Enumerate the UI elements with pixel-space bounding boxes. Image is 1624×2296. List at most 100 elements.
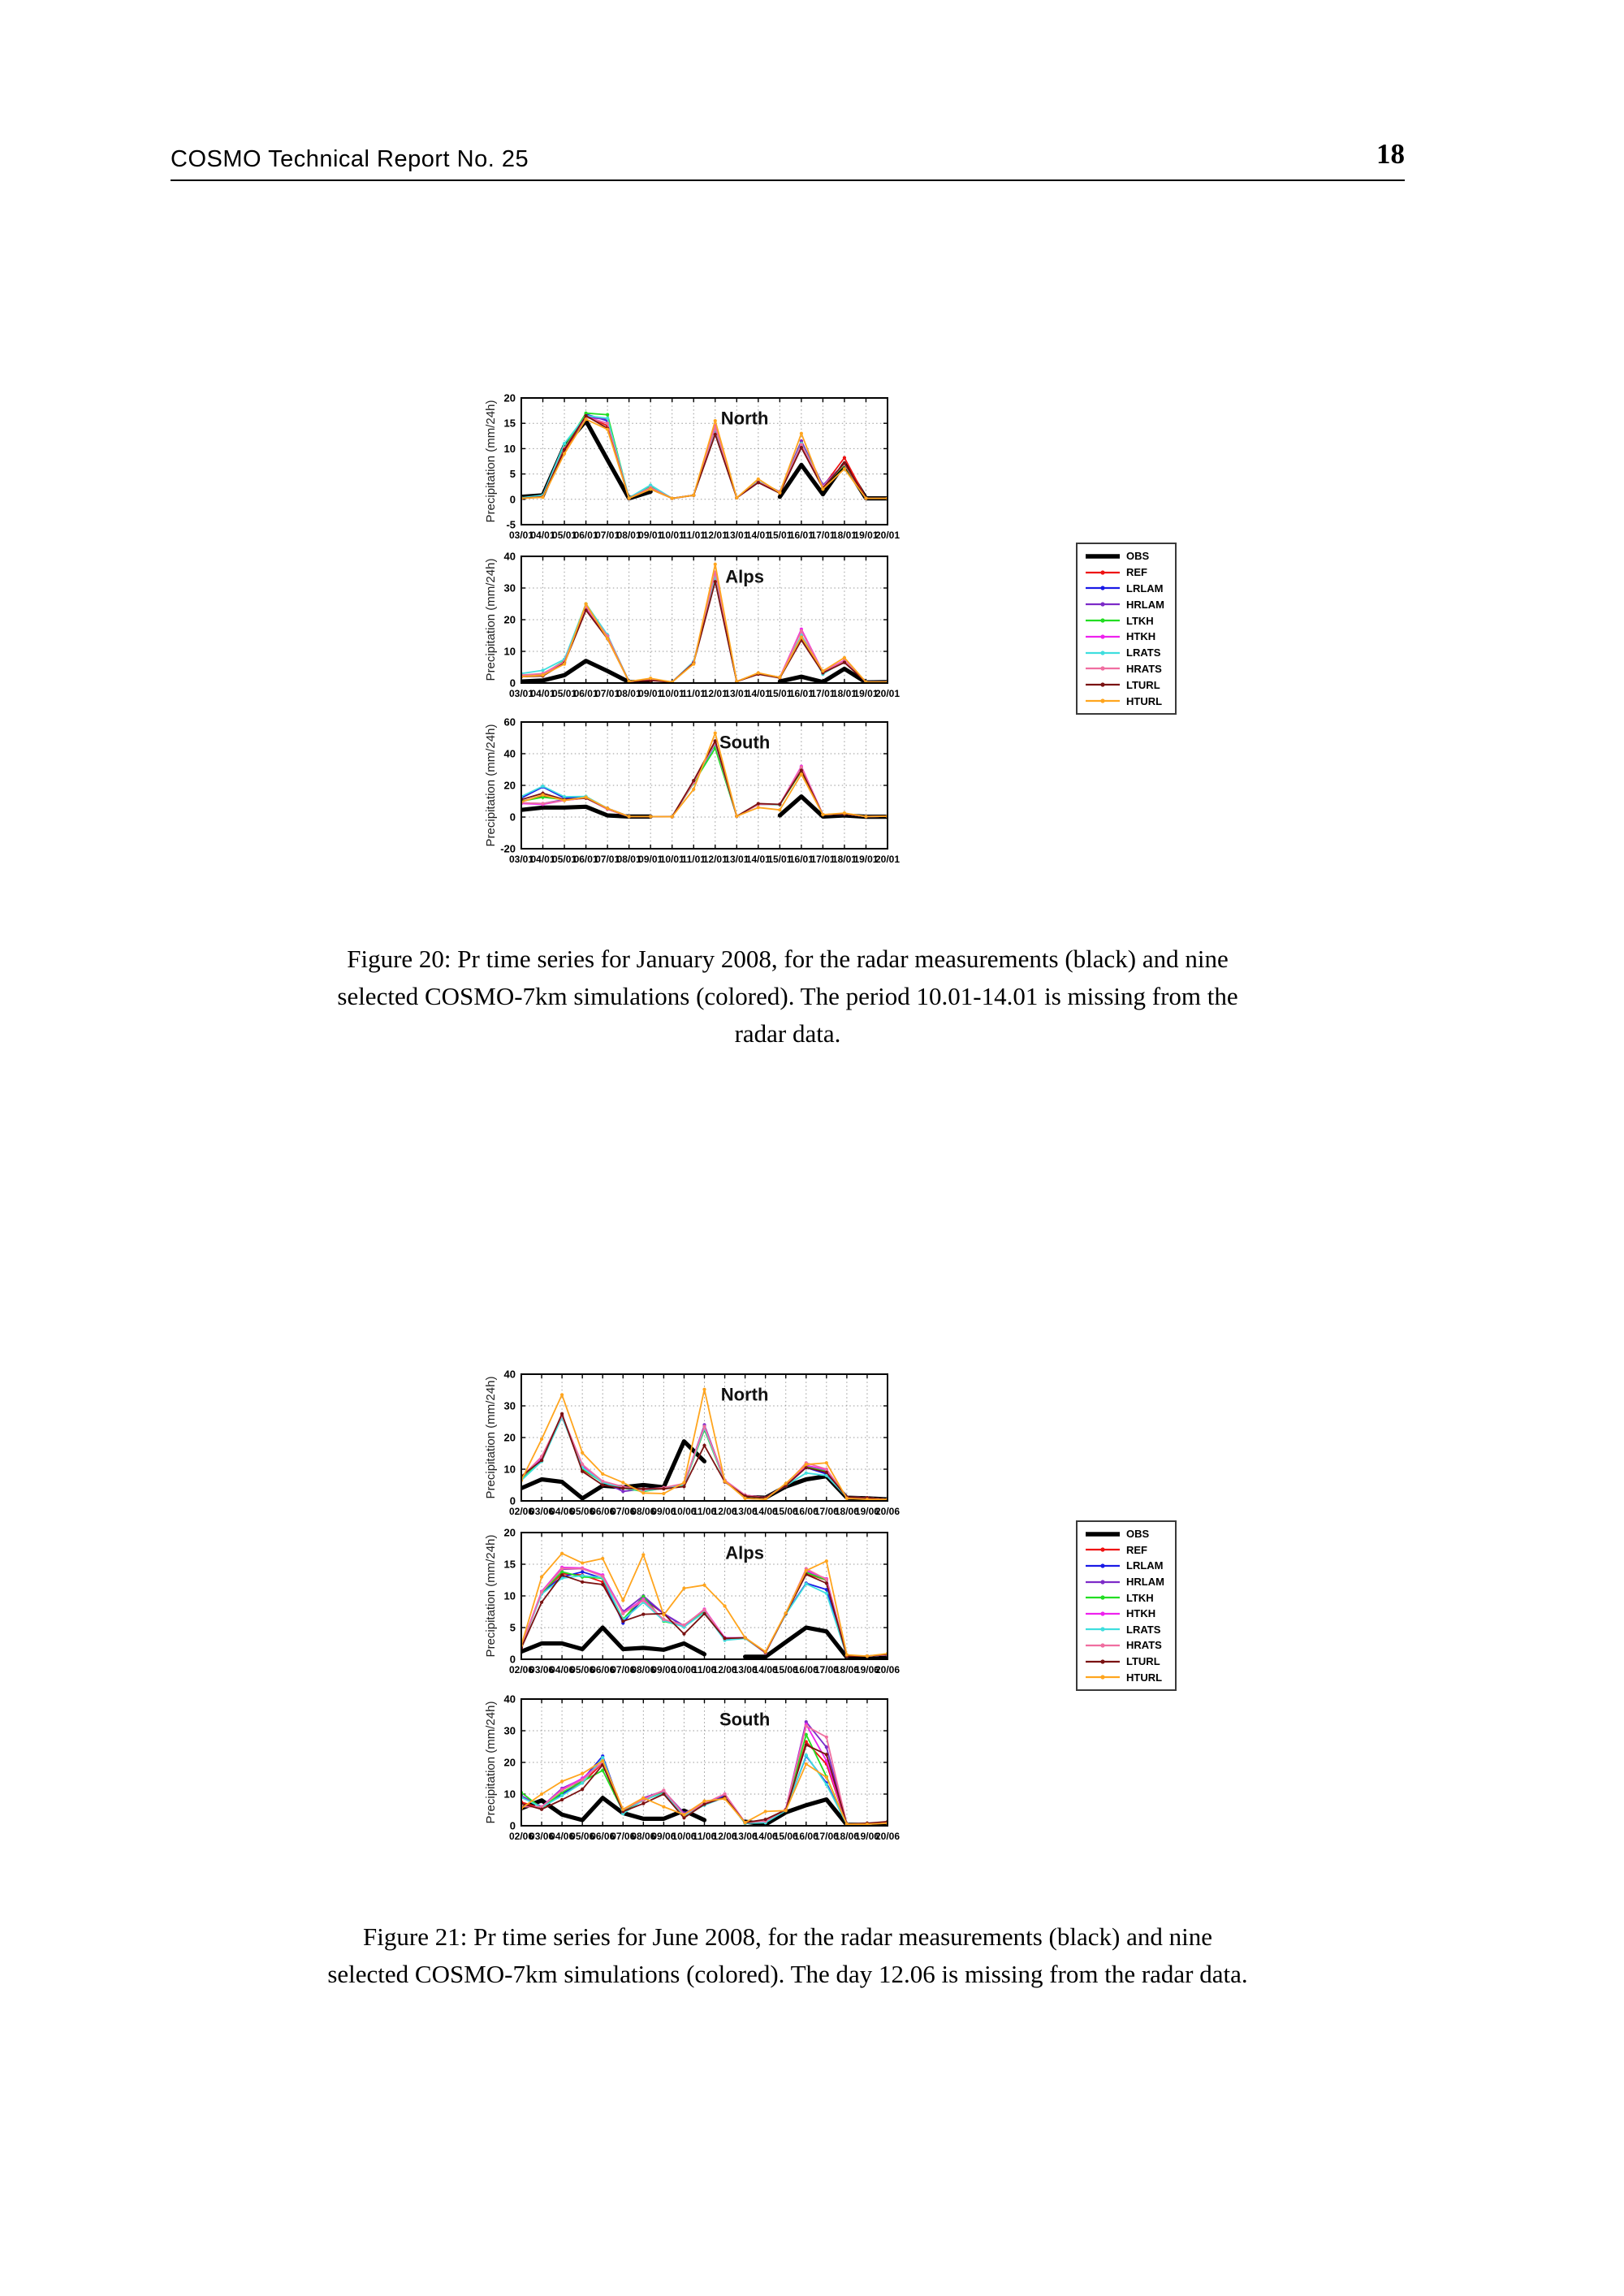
x-tick-labels: 03/0104/0105/0106/0107/0108/0109/0110/01… xyxy=(509,854,900,865)
svg-text:03/06: 03/06 xyxy=(529,1664,554,1676)
svg-text:17/01: 17/01 xyxy=(810,688,835,699)
x-tick-labels: 03/0104/0105/0106/0107/0108/0109/0110/01… xyxy=(509,530,900,541)
legend-line-sample-lrlam xyxy=(1086,1563,1120,1568)
svg-text:08/06: 08/06 xyxy=(631,1506,655,1517)
svg-text:20/06: 20/06 xyxy=(875,1506,900,1517)
svg-text:17/01: 17/01 xyxy=(810,530,835,541)
svg-text:09/01: 09/01 xyxy=(638,854,663,865)
svg-text:07/06: 07/06 xyxy=(611,1664,635,1676)
svg-text:16/01: 16/01 xyxy=(789,688,814,699)
y-axis-label: Precipitation (mm/24h) xyxy=(484,559,498,681)
svg-text:10: 10 xyxy=(504,646,516,658)
series-group xyxy=(521,731,888,819)
svg-text:0: 0 xyxy=(510,1820,516,1832)
legend-entry-ltkh: LTKH xyxy=(1084,1590,1173,1606)
legend-line-sample-ltkh xyxy=(1086,618,1120,623)
plot-frame xyxy=(520,397,888,525)
svg-text:09/06: 09/06 xyxy=(651,1664,676,1676)
svg-text:20: 20 xyxy=(504,614,516,626)
plot-frame xyxy=(520,1698,888,1827)
svg-text:05/06: 05/06 xyxy=(570,1664,594,1676)
svg-text:08/06: 08/06 xyxy=(631,1664,655,1676)
legend-entry-hturl: HTURL xyxy=(1084,1670,1173,1685)
legend-entry-lturl: LTURL xyxy=(1084,677,1173,693)
legend-entry-hrats: HRATS xyxy=(1084,661,1173,677)
svg-text:10: 10 xyxy=(504,1788,516,1801)
svg-text:18/06: 18/06 xyxy=(835,1664,859,1676)
svg-text:11/06: 11/06 xyxy=(693,1831,717,1842)
legend-entry-lturl: LTURL xyxy=(1084,1654,1173,1669)
legend-line-sample-hrlam xyxy=(1086,1579,1120,1585)
legend-entry-obs: OBS xyxy=(1084,1526,1173,1541)
svg-text:40: 40 xyxy=(504,1695,516,1706)
svg-text:02/06: 02/06 xyxy=(509,1664,533,1676)
report-header-title: COSMO Technical Report No. 25 xyxy=(171,146,529,172)
y-tick-labels: 0 10 20 30 40 xyxy=(504,1369,516,1507)
svg-text:20/06: 20/06 xyxy=(875,1664,900,1676)
svg-text:0: 0 xyxy=(510,677,516,690)
plot-alps: 01020304003/0104/0105/0106/0107/0108/010… xyxy=(484,551,900,700)
svg-text:09/01: 09/01 xyxy=(638,688,663,699)
svg-text:15/06: 15/06 xyxy=(774,1831,798,1842)
legend-entry-ref: REF xyxy=(1084,1542,1173,1558)
svg-text:5: 5 xyxy=(510,468,516,480)
svg-text:13/01: 13/01 xyxy=(724,688,749,699)
svg-text:13/06: 13/06 xyxy=(733,1664,758,1676)
legend-line-sample-hrats xyxy=(1086,1643,1120,1648)
svg-text:18/01: 18/01 xyxy=(832,854,857,865)
svg-text:14/06: 14/06 xyxy=(754,1506,778,1517)
svg-text:14/06: 14/06 xyxy=(754,1831,778,1842)
legend-label: OBS xyxy=(1126,550,1150,563)
svg-text:20: 20 xyxy=(504,394,516,404)
chart-june-south: 0 10 20 30 40 02/06 03/06 04/06 05/06 06/06 07/06 0… xyxy=(483,1693,922,1853)
series-group xyxy=(521,1387,888,1501)
svg-text:30: 30 xyxy=(504,582,516,595)
legend-entry-hrlam: HRLAM xyxy=(1084,1574,1173,1589)
svg-text:05/01: 05/01 xyxy=(552,688,577,699)
page-number: 18 xyxy=(1376,138,1405,170)
svg-text:06/06: 06/06 xyxy=(590,1664,615,1676)
legend-line-sample-lrats xyxy=(1086,651,1120,655)
y-axis-label: Precipitation (mm/24h) xyxy=(484,724,498,847)
svg-text:13/06: 13/06 xyxy=(733,1831,758,1842)
plot-north: -5 0 5 10 15 20 03/0104/0105/0106/0107/0108/01… xyxy=(484,392,900,542)
chart-january-north: -5 0 5 10 15 20 03/01 04/01 05/01 06/01 07/01 08/01… xyxy=(483,392,922,552)
legend-line-sample-lturl xyxy=(1086,682,1120,687)
legend-label: REF xyxy=(1126,1543,1147,1556)
series-line-obs xyxy=(521,1625,888,1659)
svg-text:18/06: 18/06 xyxy=(835,1831,859,1842)
svg-text:14/01: 14/01 xyxy=(746,688,771,699)
svg-text:17/01: 17/01 xyxy=(810,854,835,865)
svg-text:16/06: 16/06 xyxy=(794,1506,818,1517)
chart-title: Alps xyxy=(725,1543,764,1563)
svg-text:16/01: 16/01 xyxy=(789,854,814,865)
svg-text:13/01: 13/01 xyxy=(724,854,749,865)
svg-text:11/06: 11/06 xyxy=(693,1664,717,1676)
plot-frame xyxy=(520,1532,888,1660)
svg-text:03/01: 03/01 xyxy=(509,688,533,699)
svg-text:10/06: 10/06 xyxy=(672,1831,696,1842)
chart-title: South xyxy=(719,733,770,753)
plot-alps: 0 5 10 15 20 02/0603/0604/0605/0606/0607/0608… xyxy=(484,1527,900,1676)
legend-entry-lrats: LRATS xyxy=(1084,645,1173,660)
svg-text:14/01: 14/01 xyxy=(746,530,771,541)
svg-text:06/01: 06/01 xyxy=(574,530,598,541)
series-line-lturl xyxy=(521,581,888,683)
svg-text:0: 0 xyxy=(510,1495,516,1507)
svg-text:15/01: 15/01 xyxy=(767,530,792,541)
legend-label: LRATS xyxy=(1126,646,1161,659)
svg-text:40: 40 xyxy=(504,748,516,760)
svg-text:04/01: 04/01 xyxy=(531,530,555,541)
plot-frame xyxy=(520,1373,888,1502)
chart-title: North xyxy=(721,409,769,429)
svg-text:04/01: 04/01 xyxy=(531,854,555,865)
svg-text:03/06: 03/06 xyxy=(529,1506,554,1517)
chart-title: South xyxy=(719,1710,770,1730)
svg-text:19/01: 19/01 xyxy=(853,854,878,865)
svg-text:15/01: 15/01 xyxy=(767,688,792,699)
legend-line-sample-ref xyxy=(1086,570,1120,575)
svg-text:-5: -5 xyxy=(506,519,516,531)
legend-line-sample-lturl xyxy=(1086,1658,1120,1664)
svg-text:07/01: 07/01 xyxy=(595,688,620,699)
svg-text:20: 20 xyxy=(504,1757,516,1769)
